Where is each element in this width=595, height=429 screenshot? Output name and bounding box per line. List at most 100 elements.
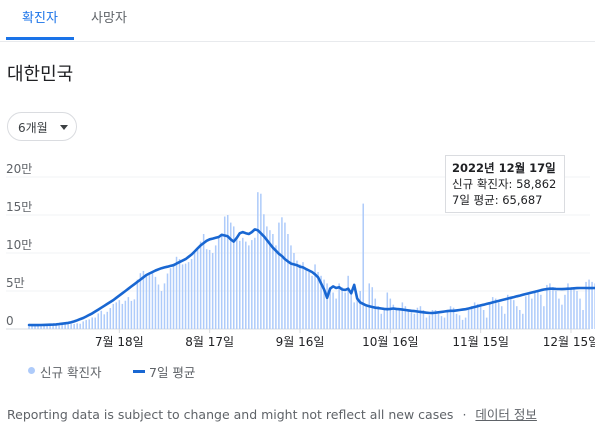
average-line <box>27 228 595 327</box>
case-bar <box>190 259 193 329</box>
case-bar <box>305 268 307 329</box>
case-bar <box>266 226 268 329</box>
case-bar <box>341 287 343 329</box>
tab-confirmed[interactable]: 확진자 <box>6 0 74 40</box>
y-tick-label: 0 <box>6 314 14 328</box>
case-bar <box>353 302 355 329</box>
x-tick-label: 8월 17일 <box>185 335 234 349</box>
case-bar <box>52 325 54 329</box>
legend-cases-label: 신규 확진자 <box>40 365 102 380</box>
case-bar <box>242 237 244 329</box>
case-bar <box>428 315 431 329</box>
case-bar <box>374 298 377 329</box>
case-bar <box>482 310 485 329</box>
case-bar <box>260 193 262 329</box>
country-title: 대한민국 <box>7 64 74 85</box>
case-bar <box>525 296 527 329</box>
case-bar <box>97 313 100 329</box>
case-bar <box>121 303 124 329</box>
case-bar <box>103 314 106 329</box>
case-bar <box>431 310 434 329</box>
case-bar <box>356 300 358 329</box>
case-bar <box>49 324 51 329</box>
case-bar <box>443 317 446 329</box>
case-bar <box>37 324 39 329</box>
x-tick-label: 11월 15일 <box>452 335 508 349</box>
case-bar <box>94 317 96 329</box>
case-bar <box>193 253 196 329</box>
case-bar <box>85 320 87 329</box>
case-bar <box>187 262 190 329</box>
case-bar <box>239 240 241 329</box>
case-bar <box>440 316 443 329</box>
case-bar <box>64 324 66 329</box>
case-bar <box>142 270 145 329</box>
y-axis-ticks: 0 5만 10만 15만 20만 <box>6 162 32 328</box>
footer: Reporting data is subject to change and … <box>7 404 537 423</box>
case-bar <box>163 283 166 329</box>
case-bar <box>323 279 325 329</box>
case-bar <box>591 281 593 329</box>
case-bar <box>350 291 352 329</box>
case-bar <box>338 283 340 329</box>
range-dropdown[interactable]: 6개월 <box>7 112 77 141</box>
case-bar <box>573 289 575 329</box>
case-bar <box>133 299 136 329</box>
case-bar <box>510 298 512 329</box>
case-bar <box>398 308 401 329</box>
case-bar <box>534 292 536 329</box>
case-bar <box>546 284 548 329</box>
case-bar <box>314 264 316 329</box>
case-bar <box>491 297 494 329</box>
x-tick-label: 12월 15일 <box>543 335 595 349</box>
case-bar <box>205 249 208 329</box>
cases-chart[interactable]: 0 5만 10만 15만 20만 7월 18일 8월 17일 9월 16일 10월 16일 11… <box>0 150 595 355</box>
case-bar <box>290 245 292 329</box>
case-bar <box>407 310 410 329</box>
case-bar <box>214 245 217 329</box>
case-bar <box>245 241 247 329</box>
case-bar <box>199 241 202 329</box>
case-bar <box>196 249 199 329</box>
case-bar <box>311 275 313 329</box>
case-bar <box>254 237 256 329</box>
x-tick-label: 7월 18일 <box>95 335 144 349</box>
case-bar <box>127 297 130 329</box>
data-info-link[interactable]: 데이터 정보 <box>475 407 537 422</box>
case-bar <box>522 313 524 329</box>
case-bar <box>34 325 36 329</box>
case-bar <box>500 306 503 329</box>
tab-deaths[interactable]: 사망자 <box>91 11 127 26</box>
case-bar <box>401 302 404 329</box>
tooltip-cases: 신규 확진자: 58,862 <box>452 177 557 191</box>
case-bar <box>488 302 491 329</box>
case-bar <box>109 308 112 329</box>
case-bar <box>248 245 250 329</box>
case-bar <box>296 260 298 329</box>
case-bar <box>344 292 346 329</box>
case-bar <box>124 300 127 329</box>
case-bar <box>377 306 380 329</box>
case-bar <box>549 283 551 329</box>
case-bar <box>139 273 142 329</box>
case-bar <box>386 292 389 329</box>
case-bar <box>434 310 437 329</box>
case-bar <box>145 274 148 329</box>
case-bar <box>579 298 581 329</box>
case-bar <box>46 324 48 329</box>
case-bar <box>329 287 331 329</box>
case-bar <box>272 234 274 329</box>
case-bar <box>347 275 349 329</box>
case-bar <box>70 324 72 329</box>
case-bar <box>473 302 476 329</box>
case-bar <box>226 215 229 329</box>
case-bar <box>540 294 542 329</box>
case-bar <box>416 307 419 329</box>
case-bar <box>485 317 488 329</box>
case-bar <box>157 284 160 329</box>
case-bar <box>169 268 172 329</box>
case-bar <box>410 312 413 329</box>
case-bar <box>479 306 482 329</box>
case-bar <box>284 222 286 329</box>
case-bar <box>118 300 121 329</box>
